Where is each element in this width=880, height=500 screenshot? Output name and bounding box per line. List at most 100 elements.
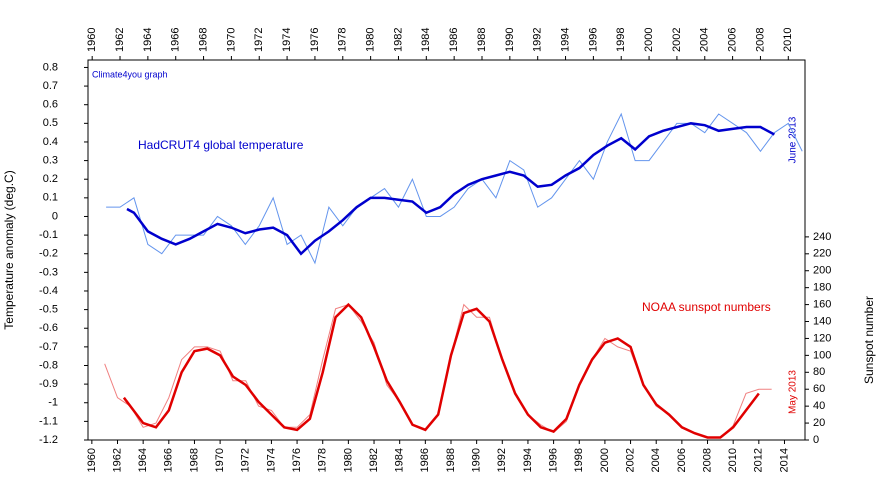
x2-tick-label: 1996 xyxy=(587,28,599,52)
x2-tick-label: 2008 xyxy=(754,28,766,52)
y2-tick-label: 80 xyxy=(813,366,825,378)
x2-tick-label: 2010 xyxy=(782,28,794,52)
x-tick-label: 1970 xyxy=(214,448,226,472)
plot-frame xyxy=(87,59,806,441)
y2-axis-label: Sunspot number xyxy=(862,296,876,384)
x-tick-label: 1994 xyxy=(522,448,534,472)
data-line xyxy=(122,302,760,439)
y-tick-label: 0.8 xyxy=(43,61,58,73)
date-note: May 2013 xyxy=(788,370,799,414)
y-tick-label: 0.5 xyxy=(43,117,58,129)
data-line xyxy=(126,122,775,256)
y2-tick-label: 140 xyxy=(813,315,831,327)
x2-tick-label: 1962 xyxy=(114,28,126,52)
x-tick-label: 1962 xyxy=(111,448,123,472)
series-label: NOAA sunspot numbers xyxy=(642,300,771,314)
x2-tick-label: 1980 xyxy=(365,28,377,52)
x-tick-label: 1984 xyxy=(394,448,406,472)
x2-tick-label: 1988 xyxy=(476,28,488,52)
x-tick-label: 1996 xyxy=(548,448,560,472)
x2-tick-label: 1982 xyxy=(392,28,404,52)
x2-tick-label: 2006 xyxy=(727,28,739,52)
y-tick-label: 0.7 xyxy=(43,80,58,92)
y-tick-label: -0.3 xyxy=(39,266,58,278)
x-tick-label: 1960 xyxy=(86,448,98,472)
y2-tick-label: 160 xyxy=(813,298,831,310)
x-tick-label: 1992 xyxy=(496,448,508,472)
y-tick-label: 0.6 xyxy=(43,99,58,111)
x-tick-label: 1978 xyxy=(317,448,329,472)
y2-tick-label: 0 xyxy=(813,434,819,446)
series-label: HadCRUT4 global temperature xyxy=(138,138,304,152)
x-tick-label: 1982 xyxy=(368,448,380,472)
y-tick-label: 0.4 xyxy=(43,136,58,148)
x-tick-label: 1998 xyxy=(573,448,585,472)
y-tick-label: 0.3 xyxy=(43,154,58,166)
date-note: June 2013 xyxy=(788,116,799,163)
y2-tick-label: 240 xyxy=(813,231,831,243)
x-tick-label: 1986 xyxy=(419,448,431,472)
x2-tick-label: 1964 xyxy=(142,28,154,52)
x2-tick-label: 1984 xyxy=(420,28,432,52)
y-tick-label: 0.1 xyxy=(43,192,58,204)
x-tick-label: 1976 xyxy=(291,448,303,472)
x-tick-label: 1988 xyxy=(445,448,457,472)
x-tick-label: 2006 xyxy=(676,448,688,472)
x-tick-label: 1964 xyxy=(137,448,149,472)
y-tick-label: -0.7 xyxy=(39,341,58,353)
y-tick-label: -0.9 xyxy=(39,378,58,390)
y-tick-label: -0.2 xyxy=(39,248,58,260)
data-line xyxy=(106,112,803,265)
y2-tick-label: 20 xyxy=(813,417,825,429)
x2-tick-label: 2000 xyxy=(643,28,655,52)
x-tick-label: 2012 xyxy=(753,448,765,472)
y2-tick-label: 200 xyxy=(813,265,831,277)
x-tick-label: 2010 xyxy=(727,448,739,472)
y2-tick-label: 120 xyxy=(813,332,831,344)
y-tick-label: -1 xyxy=(48,397,58,409)
y2-tick-label: 100 xyxy=(813,349,831,361)
credit: Climate4you graph xyxy=(92,69,168,79)
x2-tick-label: 1972 xyxy=(253,28,265,52)
x2-tick-label: 1978 xyxy=(337,28,349,52)
x-tick-label: 2000 xyxy=(599,448,611,472)
x2-tick-label: 1976 xyxy=(309,28,321,52)
y-tick-label: 0 xyxy=(52,210,58,222)
x-tick-label: 1966 xyxy=(163,448,175,472)
x2-tick-label: 1990 xyxy=(504,28,516,52)
x2-tick-label: 1998 xyxy=(615,28,627,52)
x-tick-label: 2004 xyxy=(650,448,662,472)
x-tick-label: 2014 xyxy=(778,448,790,472)
x2-tick-label: 1970 xyxy=(225,28,237,52)
y-tick-label: -0.6 xyxy=(39,322,58,334)
x2-tick-label: 2004 xyxy=(699,28,711,52)
y-tick-label: -1.2 xyxy=(39,434,58,446)
y-axis-label: Temperature anomaly (deg.C) xyxy=(2,170,16,329)
x-tick-label: 2008 xyxy=(701,448,713,472)
y-tick-label: -0.5 xyxy=(39,304,58,316)
y2-tick-label: 180 xyxy=(813,282,831,294)
y-tick-label: -0.8 xyxy=(39,359,58,371)
x2-tick-label: 1966 xyxy=(170,28,182,52)
y-tick-label: 0.2 xyxy=(43,173,58,185)
y-tick-label: -0.1 xyxy=(39,229,58,241)
x2-tick-label: 1994 xyxy=(559,28,571,52)
x2-tick-label: 1992 xyxy=(532,28,544,52)
y2-tick-label: 40 xyxy=(813,400,825,412)
x-tick-label: 2002 xyxy=(624,448,636,472)
x2-tick-label: 1974 xyxy=(281,28,293,52)
x2-tick-label: 2002 xyxy=(671,28,683,52)
x2-tick-label: 1968 xyxy=(197,28,209,52)
x-tick-label: 1974 xyxy=(265,448,277,472)
x2-tick-label: 1960 xyxy=(86,28,98,52)
x-tick-label: 1990 xyxy=(471,448,483,472)
x2-tick-label: 1986 xyxy=(448,28,460,52)
x-tick-label: 1972 xyxy=(240,448,252,472)
x-tick-label: 1968 xyxy=(188,448,200,472)
y-tick-label: -0.4 xyxy=(39,285,58,297)
y2-tick-label: 220 xyxy=(813,248,831,260)
y-tick-label: -1.1 xyxy=(39,415,58,427)
y2-tick-label: 60 xyxy=(813,383,825,395)
x-tick-label: 1980 xyxy=(342,448,354,472)
